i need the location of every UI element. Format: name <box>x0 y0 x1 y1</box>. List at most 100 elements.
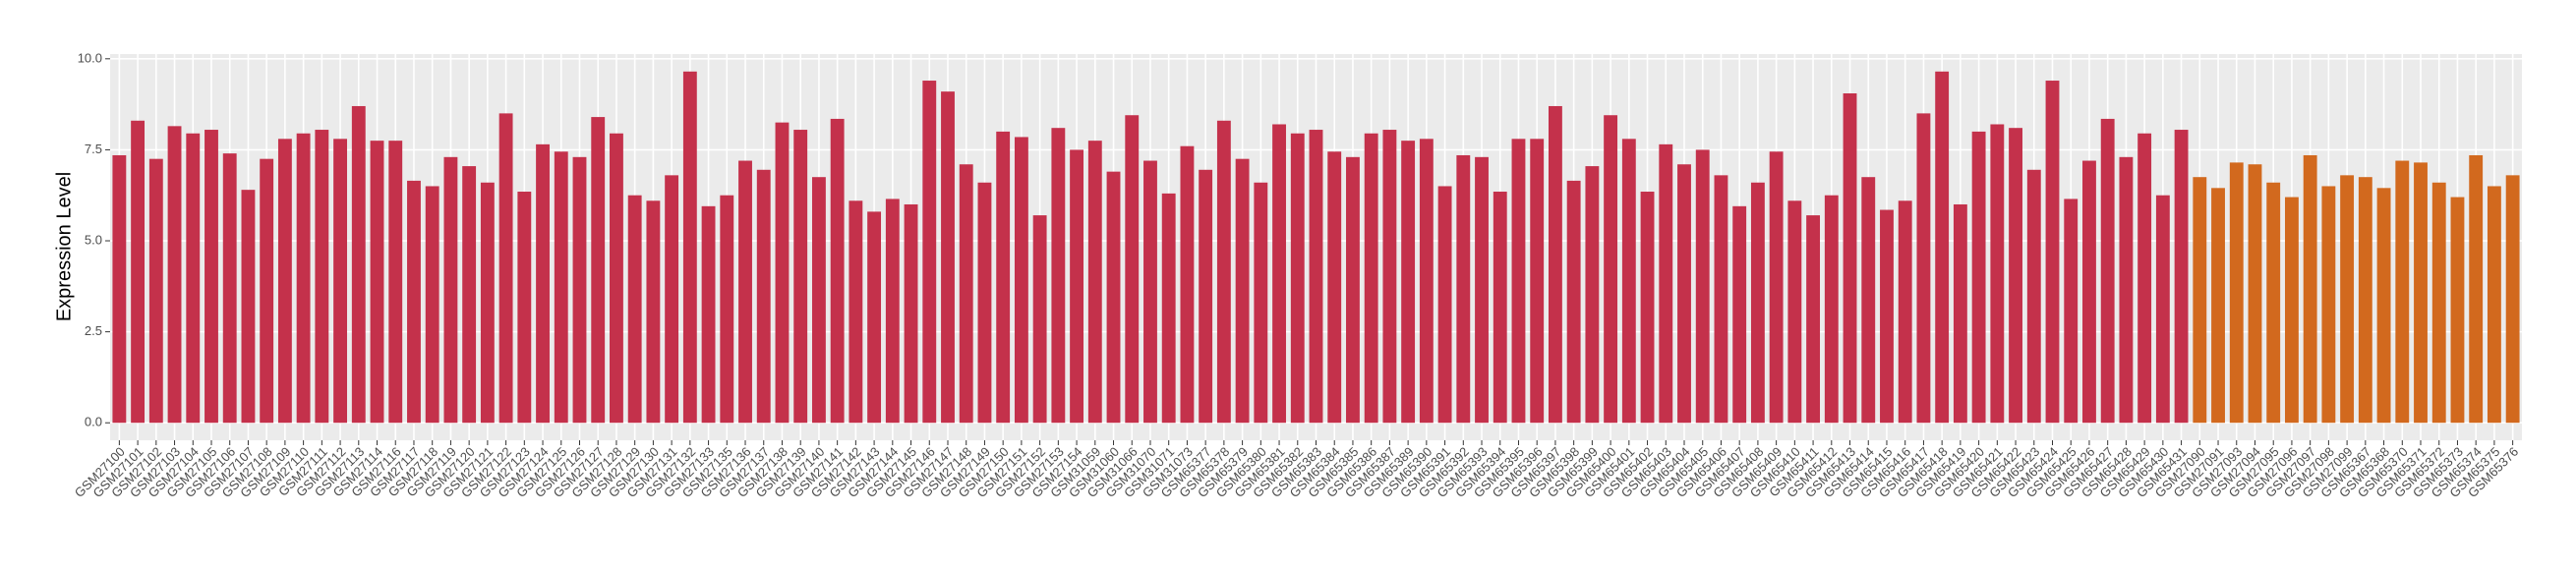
bar <box>682 71 697 424</box>
bar <box>922 81 937 424</box>
bar <box>2487 186 2501 424</box>
bar <box>1309 130 1323 424</box>
bar <box>1051 128 1066 424</box>
bar <box>1659 143 1673 424</box>
bar <box>1216 120 1231 424</box>
bar <box>811 177 826 424</box>
bar <box>2155 195 2170 424</box>
bar <box>1916 113 1931 424</box>
bar <box>996 131 1011 424</box>
bar <box>2340 175 2355 424</box>
bar <box>370 141 384 424</box>
bar <box>2100 118 2115 424</box>
bar <box>610 133 623 424</box>
bar <box>775 122 790 424</box>
bar <box>1824 195 1839 424</box>
bar <box>1750 182 1765 424</box>
bar <box>2211 188 2225 424</box>
bar <box>1180 145 1195 424</box>
bar <box>904 203 918 424</box>
bar <box>1971 131 1986 424</box>
bar <box>793 130 808 424</box>
bar <box>112 154 127 424</box>
bar <box>2045 81 2060 424</box>
bar <box>1382 130 1397 424</box>
bar <box>2376 188 2391 424</box>
bar <box>1530 139 1545 424</box>
y-tick-label: 2.5 <box>85 323 102 338</box>
bar <box>885 199 900 424</box>
bar <box>443 156 458 424</box>
bar <box>407 180 421 424</box>
bar <box>1125 115 1140 424</box>
bar <box>1437 186 1452 424</box>
bar <box>701 205 716 424</box>
bar <box>646 200 661 424</box>
bar <box>205 130 218 424</box>
bar <box>1585 166 1600 424</box>
bar <box>1346 156 1360 424</box>
bar <box>1161 193 1176 424</box>
bar <box>222 153 237 424</box>
y-tick-label: 10.0 <box>78 50 102 65</box>
bar <box>2505 175 2520 424</box>
bar <box>1327 151 1342 424</box>
bar <box>1364 133 1378 424</box>
bar <box>591 117 606 424</box>
bar <box>849 200 863 424</box>
bar <box>1787 200 1802 424</box>
bar <box>2082 160 2096 424</box>
bar <box>2026 169 2041 424</box>
bar <box>2174 130 2189 424</box>
bar <box>2248 164 2262 424</box>
y-tick-label: 5.0 <box>85 232 102 247</box>
bar <box>480 182 495 424</box>
bar <box>1604 115 1618 424</box>
bar <box>241 190 256 424</box>
bar <box>1953 203 1967 424</box>
bar <box>2137 133 2152 424</box>
bar <box>351 105 366 424</box>
bar <box>2285 197 2299 424</box>
bar <box>572 156 587 424</box>
bar <box>131 120 146 424</box>
bar <box>1880 209 1894 424</box>
bar <box>830 118 845 424</box>
bar <box>498 113 513 424</box>
bar <box>536 143 550 424</box>
bar <box>333 139 347 424</box>
bar <box>462 166 477 424</box>
bar <box>1806 215 1821 424</box>
y-tick-label: 7.5 <box>85 142 102 156</box>
bar <box>1456 154 1471 424</box>
bar <box>2193 177 2207 424</box>
bar <box>2303 154 2317 424</box>
bar <box>941 91 955 424</box>
bar <box>2450 197 2465 424</box>
bar <box>1990 124 2005 424</box>
bar <box>1106 171 1121 424</box>
bar <box>1419 139 1434 424</box>
bar <box>2414 162 2428 424</box>
bar <box>2009 128 2022 424</box>
bar <box>186 133 201 424</box>
bar <box>1566 180 1581 424</box>
bar <box>296 133 311 424</box>
bar <box>260 158 274 424</box>
bar <box>2064 199 2078 424</box>
bar <box>1254 182 1268 424</box>
bar <box>1272 124 1286 424</box>
bar <box>2358 177 2372 424</box>
bar <box>2395 160 2410 424</box>
bar <box>1677 164 1691 424</box>
bar <box>2229 162 2244 424</box>
bar <box>1475 156 1489 424</box>
bar <box>1714 175 1728 424</box>
bar <box>738 160 752 424</box>
bar <box>2119 156 2134 424</box>
bar <box>554 151 568 424</box>
bar <box>167 126 182 424</box>
bar <box>1732 205 1747 424</box>
bar <box>315 130 329 424</box>
